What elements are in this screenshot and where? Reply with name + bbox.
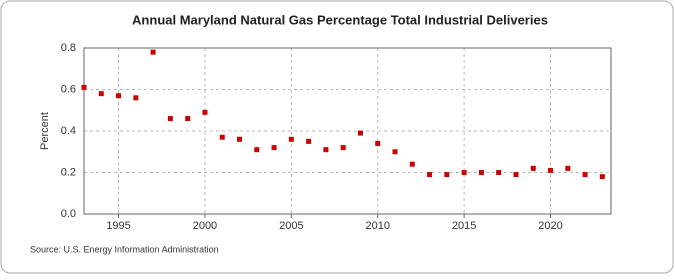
point [306,138,312,144]
point [461,170,467,175]
x-tick-label: 2015 [452,220,476,232]
point [340,145,346,151]
y-tick-label: 0.6 [61,83,76,95]
point [427,172,433,178]
frame [0,0,674,274]
point [513,172,519,178]
point [133,95,139,101]
point [271,145,277,151]
x-tick-label: 2020 [538,220,562,232]
point [530,165,536,171]
y-tick-label: 0.0 [61,208,76,220]
point [444,172,450,178]
point [254,147,260,153]
point [409,161,415,167]
plot-area [83,47,612,215]
x-tick-label: 2010 [365,220,389,232]
point [116,93,122,99]
point [599,174,605,180]
point [357,130,363,136]
source: Source: U.S. Energy Information Administ… [30,244,219,254]
point [81,84,87,90]
point [375,140,381,146]
point [548,167,554,173]
point [202,109,208,115]
point [237,136,243,142]
point [565,165,571,171]
point [185,116,191,122]
y-axis-label: Percent [39,112,51,150]
point [98,91,104,97]
point [150,49,156,55]
point [478,170,484,175]
chart-title: Annual Maryland Natural Gas Percentage T… [132,12,548,27]
x-tick-label: 2005 [279,220,303,232]
y-tick-label: 0.2 [61,166,76,178]
point [219,134,225,140]
x-tick-label: 2000 [193,220,217,232]
x-tick-label: 1995 [106,220,130,232]
point [323,147,329,153]
point [496,170,502,175]
point [582,172,588,178]
y-tick-label: 0.8 [61,42,76,54]
point [288,136,294,142]
point [167,116,173,122]
point [392,149,398,155]
y-tick-label: 0.4 [61,125,76,137]
